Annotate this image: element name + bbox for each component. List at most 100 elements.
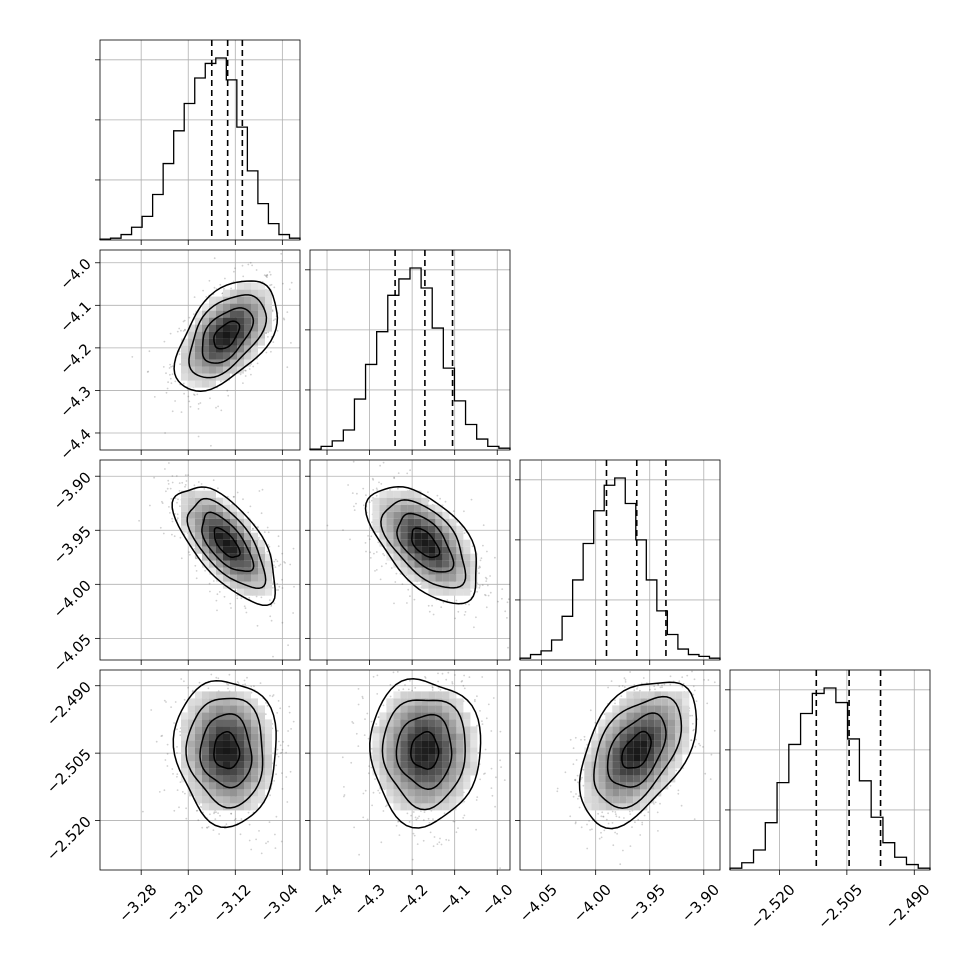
density-cell <box>216 705 223 713</box>
density-cell <box>386 712 394 720</box>
density-cell <box>230 761 237 769</box>
density-cell <box>244 289 251 297</box>
sample-point <box>272 655 274 658</box>
sample-point <box>647 811 650 814</box>
sample-point <box>577 797 579 800</box>
sample-point <box>199 402 202 404</box>
density-cell <box>386 754 394 762</box>
sample-point <box>686 674 689 677</box>
sample-point <box>368 501 371 504</box>
density-cell <box>386 789 394 797</box>
density-cell <box>216 504 223 512</box>
density-cell <box>202 504 209 512</box>
density-cell <box>435 518 443 526</box>
density-cell <box>265 761 272 769</box>
sample-point <box>272 694 275 696</box>
sample-point <box>618 816 621 819</box>
density-cell <box>202 747 209 755</box>
sample-point <box>290 281 293 284</box>
sample-point <box>281 772 283 774</box>
sample-point <box>184 329 186 331</box>
density-cell <box>449 574 457 582</box>
density-cell <box>181 525 188 533</box>
sample-point <box>589 709 592 712</box>
density-cell <box>435 796 443 804</box>
density-cell <box>400 775 408 783</box>
sample-point <box>176 728 178 731</box>
sample-point <box>283 561 285 563</box>
density-cell <box>421 754 429 762</box>
density-cell <box>202 518 209 526</box>
density-cell <box>456 740 464 748</box>
sample-point <box>282 282 284 285</box>
density-cell <box>258 282 265 290</box>
density-cell <box>393 733 401 741</box>
density-cell <box>237 726 244 734</box>
sample-point <box>352 460 355 463</box>
sample-point <box>490 730 493 732</box>
density-cell <box>202 719 209 727</box>
sample-point <box>370 499 373 502</box>
sample-point <box>353 509 356 511</box>
density-cell <box>372 740 380 748</box>
sample-point <box>171 410 174 413</box>
density-cell <box>223 740 230 748</box>
sample-point <box>633 689 636 692</box>
density-cell <box>181 754 188 762</box>
density-cell <box>456 761 464 769</box>
density-cell <box>428 719 436 727</box>
density-cell <box>216 310 223 318</box>
sample-point <box>452 820 455 823</box>
density-cell <box>400 518 408 526</box>
scatter-panel-1-3 <box>309 669 511 871</box>
sample-point <box>168 462 170 464</box>
density-cell <box>372 733 380 741</box>
density-cell <box>230 796 237 804</box>
sample-point <box>160 735 163 737</box>
sample-point <box>490 767 493 770</box>
density-cell <box>202 331 209 339</box>
sample-point <box>343 786 345 788</box>
density-cell <box>449 768 457 776</box>
sample-point <box>414 816 417 819</box>
density-cell <box>442 733 450 741</box>
sample-point <box>372 489 375 491</box>
density-cell <box>195 705 202 713</box>
sample-point <box>443 812 446 815</box>
density-cell <box>414 567 422 575</box>
density-cell <box>265 289 272 297</box>
sample-point <box>269 694 271 697</box>
density-cell <box>230 567 237 575</box>
sample-point <box>288 288 291 291</box>
density-cell <box>244 518 251 526</box>
density-cell <box>428 574 436 582</box>
density-cell <box>435 803 443 811</box>
density-cell <box>202 324 209 332</box>
density-cell <box>435 733 443 741</box>
density-cell <box>195 338 202 346</box>
density-cell <box>209 775 216 783</box>
sample-point <box>371 804 373 807</box>
sample-point <box>203 488 206 490</box>
sample-point <box>422 819 425 822</box>
density-cell <box>244 352 251 360</box>
sample-point <box>367 772 370 775</box>
sample-point <box>227 394 230 397</box>
density-cell <box>456 719 464 727</box>
sample-point <box>413 834 416 837</box>
sample-point <box>365 494 367 497</box>
sample-point <box>501 588 504 590</box>
sample-point <box>446 599 449 601</box>
density-cell <box>265 567 272 575</box>
density-cell <box>237 539 244 547</box>
sample-point <box>226 682 228 685</box>
sample-point <box>411 858 414 861</box>
density-cell <box>216 803 223 811</box>
sample-point <box>281 578 283 581</box>
density-cell <box>251 546 258 554</box>
density-cell <box>449 726 457 734</box>
sample-point <box>375 569 378 571</box>
sample-point <box>503 779 506 781</box>
sample-point <box>462 817 465 819</box>
sample-point <box>698 742 700 745</box>
